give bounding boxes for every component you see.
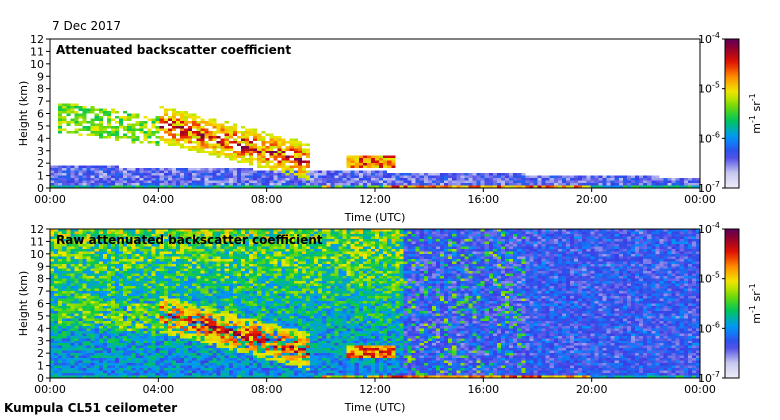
y-tick-label: 4 xyxy=(37,132,44,145)
y-tick-label: 0 xyxy=(37,182,44,195)
y-tick-label: 1 xyxy=(37,170,44,183)
y-tick-label: 9 xyxy=(37,70,44,83)
y-tick-label: 7 xyxy=(37,285,44,298)
panel-1: Attenuated backscatter coefficient012345… xyxy=(17,31,763,224)
x-tick-label: 12:00 xyxy=(359,193,391,206)
colorbar-tick-label: 10-4 xyxy=(698,31,720,46)
colorbar-tick-label: 10-6 xyxy=(698,320,720,335)
y-tick-label: 3 xyxy=(37,335,44,348)
y-tick-label: 1 xyxy=(37,360,44,373)
x-tick-label: 04:00 xyxy=(142,383,174,396)
x-tick-label: 20:00 xyxy=(576,193,608,206)
y-tick-label: 7 xyxy=(37,95,44,108)
y-tick-label: 2 xyxy=(37,157,44,170)
y-axis-label: Height (km) xyxy=(17,81,30,147)
y-tick-label: 9 xyxy=(37,260,44,273)
y-tick-label: 10 xyxy=(30,58,44,71)
x-tick-label: 20:00 xyxy=(576,383,608,396)
colorbar xyxy=(724,228,740,379)
colorbar-tick-label: 10-5 xyxy=(698,271,720,286)
y-tick-label: 4 xyxy=(37,322,44,335)
x-tick-label: 04:00 xyxy=(142,193,174,206)
x-tick-label: 12:00 xyxy=(359,383,391,396)
y-tick-label: 11 xyxy=(30,235,44,248)
y-tick-label: 6 xyxy=(37,298,44,311)
x-tick-label: 00:00 xyxy=(684,193,716,206)
y-tick-label: 10 xyxy=(30,248,44,261)
colorbar-unit-label: m-1 sr-1 xyxy=(748,283,763,323)
colorbar-tick-label: 10-5 xyxy=(698,81,720,96)
y-tick-label: 8 xyxy=(37,83,44,96)
y-tick-label: 6 xyxy=(37,108,44,121)
x-tick-label: 08:00 xyxy=(251,383,283,396)
y-tick-label: 2 xyxy=(37,347,44,360)
y-tick-label: 12 xyxy=(30,33,44,46)
colorbar-tick-label: 10-4 xyxy=(698,221,720,236)
y-tick-label: 11 xyxy=(30,45,44,58)
y-axis-label: Height (km) xyxy=(17,271,30,337)
x-tick-label: 00:00 xyxy=(34,383,66,396)
colorbar-tick-label: 10-6 xyxy=(698,130,720,145)
y-tick-label: 3 xyxy=(37,145,44,158)
date-label: 7 Dec 2017 xyxy=(52,19,122,33)
y-tick-label: 5 xyxy=(37,120,44,133)
instrument-footer: Kumpula CL51 ceilometer xyxy=(4,401,178,415)
y-tick-label: 12 xyxy=(30,223,44,236)
x-tick-label: 00:00 xyxy=(34,193,66,206)
heatmap-image-2 xyxy=(50,229,700,378)
panel-title: Raw attenuated backscatter coefficient xyxy=(56,233,323,247)
x-tick-label: 00:00 xyxy=(684,383,716,396)
panel-2: Raw attenuated backscatter coefficient01… xyxy=(17,221,763,414)
y-tick-label: 0 xyxy=(37,372,44,385)
x-axis-label: Time (UTC) xyxy=(344,401,406,414)
x-tick-label: 08:00 xyxy=(251,193,283,206)
x-tick-label: 16:00 xyxy=(467,383,499,396)
colorbar-unit-label: m-1 sr-1 xyxy=(748,93,763,133)
colorbar-tick-label: 10-7 xyxy=(698,180,720,195)
y-tick-label: 5 xyxy=(37,310,44,323)
colorbar xyxy=(724,38,740,189)
colorbar-tick-label: 10-7 xyxy=(698,370,720,385)
x-axis-label: Time (UTC) xyxy=(344,211,406,224)
y-tick-label: 8 xyxy=(37,273,44,286)
heatmap-image-1 xyxy=(50,39,700,188)
panel-title: Attenuated backscatter coefficient xyxy=(56,43,291,57)
x-tick-label: 16:00 xyxy=(467,193,499,206)
